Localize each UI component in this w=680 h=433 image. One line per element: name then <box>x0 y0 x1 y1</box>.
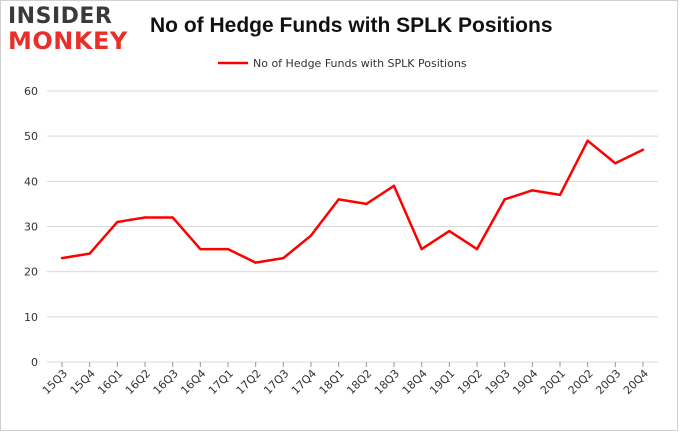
data-point <box>60 256 64 260</box>
data-point <box>392 184 396 188</box>
data-point <box>365 202 368 206</box>
data-point <box>531 189 534 192</box>
x-tick-label: 16Q2 <box>123 367 153 397</box>
x-tick-label: 19Q1 <box>427 367 457 397</box>
data-point <box>337 198 340 201</box>
x-tick-label: 16Q1 <box>95 367 125 397</box>
y-tick-label: 30 <box>24 221 38 234</box>
data-point <box>641 148 645 151</box>
data-point <box>503 198 506 201</box>
data-point <box>448 229 451 233</box>
x-tick-label: 19Q3 <box>483 367 513 397</box>
data-point <box>254 261 257 264</box>
data-point <box>586 139 589 142</box>
y-tick-label: 50 <box>24 130 38 143</box>
data-point <box>226 247 230 251</box>
legend: No of Hedge Funds with SPLK Positions <box>218 57 467 70</box>
x-tick-label: 15Q3 <box>40 367 70 397</box>
x-tick-label: 18Q1 <box>317 367 347 397</box>
x-tick-label: 20Q2 <box>566 367 596 397</box>
x-tick-label: 20Q4 <box>621 367 651 397</box>
x-tick-label: 19Q2 <box>455 367 485 397</box>
data-point <box>475 247 479 251</box>
data-point <box>88 252 91 255</box>
data-point <box>282 256 285 260</box>
data-point <box>171 216 174 219</box>
y-tick-label: 40 <box>24 175 38 188</box>
grid-lines <box>47 90 658 363</box>
x-tick-label: 18Q2 <box>344 367 374 397</box>
x-tick-label: 16Q4 <box>178 367 208 397</box>
y-tick-label: 20 <box>24 266 38 279</box>
x-tick-label: 17Q4 <box>289 367 319 397</box>
x-tick-label: 17Q1 <box>206 367 236 397</box>
insider-monkey-logo: INSIDER MONKEY <box>8 6 130 58</box>
y-tick-label: 60 <box>24 85 38 98</box>
x-tick-label: 20Q1 <box>538 367 568 397</box>
data-point <box>309 234 313 237</box>
chart-title: No of Hedge Funds with SPLK Positions <box>150 14 553 37</box>
data-point <box>143 216 147 219</box>
series-layer <box>60 139 645 264</box>
legend-label: No of Hedge Funds with SPLK Positions <box>253 57 467 70</box>
data-point <box>116 220 119 224</box>
x-axis-ticks: 15Q315Q416Q116Q216Q316Q417Q117Q217Q317Q4… <box>40 362 651 397</box>
data-point <box>614 162 617 165</box>
x-tick-label: 18Q4 <box>400 367 430 397</box>
x-tick-label: 18Q3 <box>372 367 402 397</box>
data-point <box>199 247 202 251</box>
x-tick-label: 17Q3 <box>261 367 291 397</box>
x-tick-label: 16Q3 <box>151 367 181 397</box>
data-point <box>420 247 423 251</box>
y-tick-label: 10 <box>24 311 38 324</box>
data-point <box>558 193 562 197</box>
logo-line-2: MONKEY <box>8 27 128 55</box>
y-axis-ticks: 0 10 20 30 40 50 60 <box>24 85 38 369</box>
logo-line-1: INSIDER <box>8 4 113 29</box>
y-tick-label: 0 <box>31 356 38 369</box>
x-tick-label: 20Q3 <box>593 367 623 397</box>
series-line-0 <box>61 139 644 264</box>
x-tick-label: 17Q2 <box>234 367 264 397</box>
x-tick-label: 19Q4 <box>510 367 540 397</box>
x-tick-label: 15Q4 <box>68 367 98 397</box>
